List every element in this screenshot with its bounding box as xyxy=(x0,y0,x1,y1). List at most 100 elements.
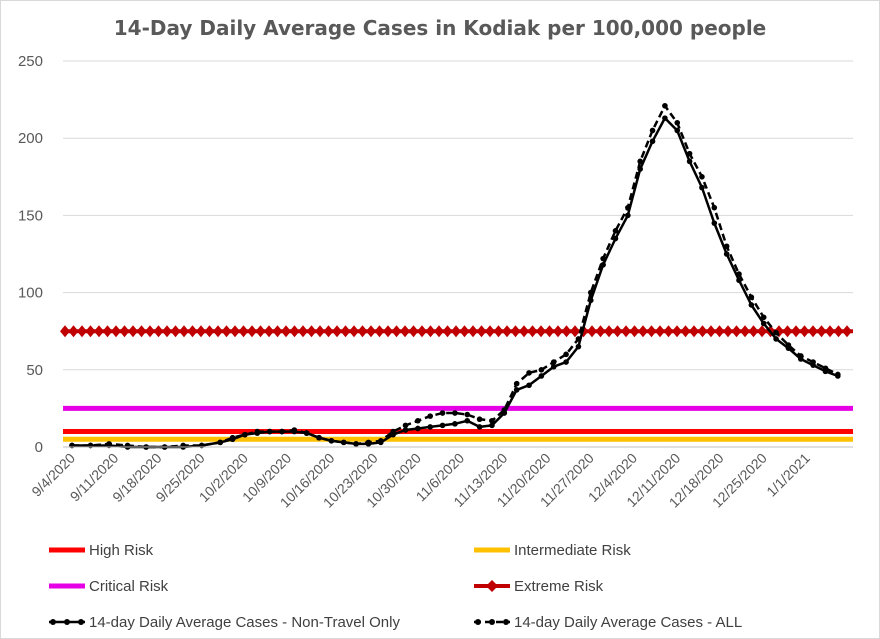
extreme-risk-marker xyxy=(162,325,172,338)
series-all-point xyxy=(266,428,273,435)
series-non-travel-point xyxy=(575,343,582,350)
series-all-point xyxy=(822,365,829,372)
series-all-point xyxy=(773,329,779,336)
series-all-point xyxy=(699,174,705,180)
data-series xyxy=(69,102,841,450)
series-all-point xyxy=(723,243,730,250)
series-all-point xyxy=(612,228,619,234)
extreme-risk-marker xyxy=(791,325,801,338)
x-axis: 9/4/20209/11/20209/18/20209/25/202010/2/… xyxy=(28,446,853,511)
legend-item: High Risk xyxy=(49,542,154,559)
extreme-risk-marker xyxy=(255,325,266,338)
extreme-risk-marker xyxy=(825,325,835,338)
extreme-risk-marker xyxy=(570,325,580,338)
extreme-risk-marker xyxy=(374,325,385,338)
series-all-point xyxy=(587,289,594,296)
series-all-point xyxy=(662,102,668,109)
series-non-travel-point xyxy=(711,220,718,226)
extreme-risk-marker xyxy=(842,325,852,338)
series-non-travel-point xyxy=(476,424,483,430)
extreme-risk-marker xyxy=(391,325,402,338)
extreme-risk-marker xyxy=(238,325,249,338)
series-non-travel-point xyxy=(600,262,606,268)
series-non-travel-point xyxy=(625,212,631,219)
series-all-point xyxy=(378,438,384,444)
extreme-risk-marker xyxy=(264,325,274,338)
series-all-point xyxy=(649,127,656,134)
series-non-travel-point xyxy=(415,425,421,432)
extreme-risk-marker xyxy=(561,325,572,338)
chart-title: 14-Day Daily Average Cases in Kodiak per… xyxy=(114,16,767,40)
extreme-risk-marker xyxy=(553,325,563,338)
extreme-risk-marker xyxy=(808,325,818,338)
series-all-point xyxy=(303,430,310,436)
extreme-risk-marker xyxy=(510,325,521,338)
series-non-travel-point xyxy=(538,373,545,379)
series-non-travel-point xyxy=(760,320,767,327)
extreme-risk-marker xyxy=(204,325,215,338)
series-all-point xyxy=(291,427,298,433)
extreme-risk-marker xyxy=(102,325,113,338)
series-all-point xyxy=(464,411,471,418)
extreme-risk-marker xyxy=(731,325,742,338)
series-non-travel-point xyxy=(513,387,520,393)
series-all-point xyxy=(415,417,421,424)
extreme-risk-marker xyxy=(187,325,198,338)
extreme-risk-marker xyxy=(646,325,657,338)
extreme-risk-marker xyxy=(417,325,427,338)
series-all-point xyxy=(563,351,569,358)
extreme-risk-marker xyxy=(833,325,844,338)
extreme-risk-marker xyxy=(748,325,759,338)
series-all-point xyxy=(340,439,347,446)
series-non-travel-point xyxy=(464,417,471,424)
legend-label: Intermediate Risk xyxy=(514,542,631,559)
series-non-travel-point xyxy=(612,235,619,242)
series-all-point xyxy=(513,380,520,387)
series-all-point xyxy=(439,410,446,416)
extreme-risk-marker xyxy=(128,325,138,338)
y-tick-label: 100 xyxy=(18,285,43,302)
extreme-risk-marker xyxy=(145,325,155,338)
legend-label: Extreme Risk xyxy=(514,578,604,595)
legend-label: 14-day Daily Average Cases - Non-Travel … xyxy=(89,614,400,631)
extreme-risk-marker xyxy=(544,325,555,338)
extreme-risk-marker xyxy=(638,325,648,338)
series-all-point xyxy=(452,410,458,416)
series-all-point xyxy=(106,441,112,447)
extreme-risk-marker xyxy=(799,325,810,338)
series-all-point xyxy=(760,314,767,321)
extreme-risk-marker xyxy=(442,325,453,338)
extreme-risk-marker xyxy=(697,325,708,338)
extreme-risk-marker xyxy=(196,325,206,338)
extreme-risk-marker xyxy=(119,325,130,338)
series-all-point xyxy=(254,428,261,435)
extreme-risk-marker xyxy=(519,325,529,338)
legend-item: 14-day Daily Average Cases - ALL xyxy=(474,614,742,631)
series-all-point xyxy=(736,271,742,277)
extreme-risk-marker xyxy=(493,325,504,338)
extreme-risk-marker xyxy=(153,325,164,338)
series-non-travel-point xyxy=(439,422,446,429)
extreme-risk-marker xyxy=(383,325,393,338)
extreme-risk-marker xyxy=(425,325,436,338)
series-all-point xyxy=(674,119,681,126)
series-all-point xyxy=(402,422,409,429)
series-all-line xyxy=(72,104,839,449)
legend: High Risk Intermediate Risk Critical Risk E… xyxy=(49,542,742,631)
extreme-risk-marker xyxy=(213,325,223,338)
extreme-risk-marker xyxy=(408,325,419,338)
series-all-point xyxy=(365,439,372,446)
extreme-risk-marker xyxy=(612,325,623,338)
extreme-risk-marker xyxy=(723,325,733,338)
extreme-risk-marker xyxy=(629,325,640,338)
series-all-point xyxy=(328,438,335,444)
series-all-point xyxy=(538,367,545,373)
series-non-travel-point xyxy=(427,424,434,430)
extreme-risk-marker xyxy=(604,325,614,338)
extreme-risk-marker xyxy=(272,325,283,338)
extreme-risk-marker xyxy=(714,325,725,338)
series-all-point xyxy=(217,439,224,446)
legend-dot-icon xyxy=(503,619,509,625)
